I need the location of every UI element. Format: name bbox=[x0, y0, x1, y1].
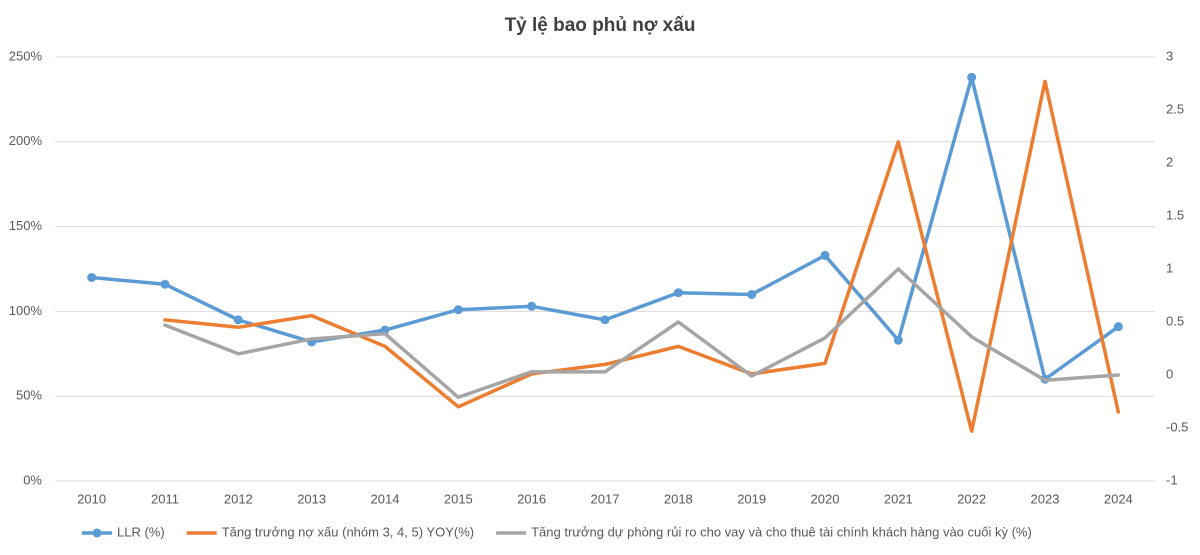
series-line bbox=[89, 75, 1121, 381]
x-tick-label: 2024 bbox=[1104, 491, 1133, 506]
data-point bbox=[967, 72, 977, 82]
y2-tick-label: 1.5 bbox=[1166, 207, 1184, 222]
chart-title: Tỷ lệ bao phủ nợ xấu bbox=[505, 15, 696, 36]
y2-tick-label: 2.5 bbox=[1166, 101, 1184, 116]
legend-label: LLR (%) bbox=[117, 524, 165, 539]
data-point bbox=[893, 335, 903, 345]
y-tick-label: 0% bbox=[23, 472, 42, 487]
y-tick-label: 50% bbox=[16, 388, 42, 403]
y2-tick-label: 3 bbox=[1166, 48, 1173, 63]
y-tick-label: 150% bbox=[9, 218, 43, 233]
legend-marker bbox=[92, 528, 102, 538]
legend-label: Tăng trưởng dự phòng rủi ro cho vay và c… bbox=[531, 524, 1032, 539]
series-line bbox=[163, 79, 1121, 433]
x-tick-label: 2011 bbox=[151, 491, 179, 506]
x-tick-label: 2018 bbox=[664, 491, 693, 506]
y-tick-label: 250% bbox=[9, 48, 43, 63]
y2-tick-label: 0 bbox=[1166, 366, 1173, 381]
y2-tick-label: 2 bbox=[1166, 154, 1173, 169]
x-tick-label: 2021 bbox=[884, 491, 913, 506]
x-tick-label: 2013 bbox=[297, 491, 326, 506]
y-tick-label: 200% bbox=[9, 133, 43, 148]
series-line bbox=[163, 267, 1121, 400]
y2-tick-label: -1 bbox=[1166, 472, 1178, 487]
data-point bbox=[820, 250, 830, 260]
x-tick-label: 2023 bbox=[1031, 491, 1060, 506]
x-tick-label: 2012 bbox=[224, 491, 253, 506]
data-point bbox=[453, 305, 463, 315]
x-tick-label: 2014 bbox=[371, 491, 400, 506]
x-tick-label: 2015 bbox=[444, 491, 473, 506]
y2-tick-label: -0.5 bbox=[1166, 419, 1188, 434]
data-point bbox=[527, 301, 537, 311]
legend-label: Tăng trưởng nợ xấu (nhóm 3, 4, 5) YOY(%) bbox=[222, 524, 474, 539]
x-tick-label: 2022 bbox=[957, 491, 986, 506]
data-point bbox=[600, 315, 610, 325]
y2-tick-label: 1 bbox=[1166, 260, 1173, 275]
data-point bbox=[673, 288, 683, 298]
x-tick-label: 2020 bbox=[811, 491, 840, 506]
data-point bbox=[1113, 322, 1123, 332]
x-tick-label: 2017 bbox=[591, 491, 620, 506]
data-point bbox=[747, 289, 757, 299]
y-tick-label: 100% bbox=[9, 303, 43, 318]
data-point bbox=[160, 279, 170, 289]
x-tick-label: 2016 bbox=[517, 491, 546, 506]
data-point bbox=[233, 315, 243, 325]
data-point bbox=[87, 272, 97, 282]
y2-tick-label: 0.5 bbox=[1166, 313, 1184, 328]
x-tick-label: 2010 bbox=[77, 491, 106, 506]
x-tick-label: 2019 bbox=[737, 491, 766, 506]
